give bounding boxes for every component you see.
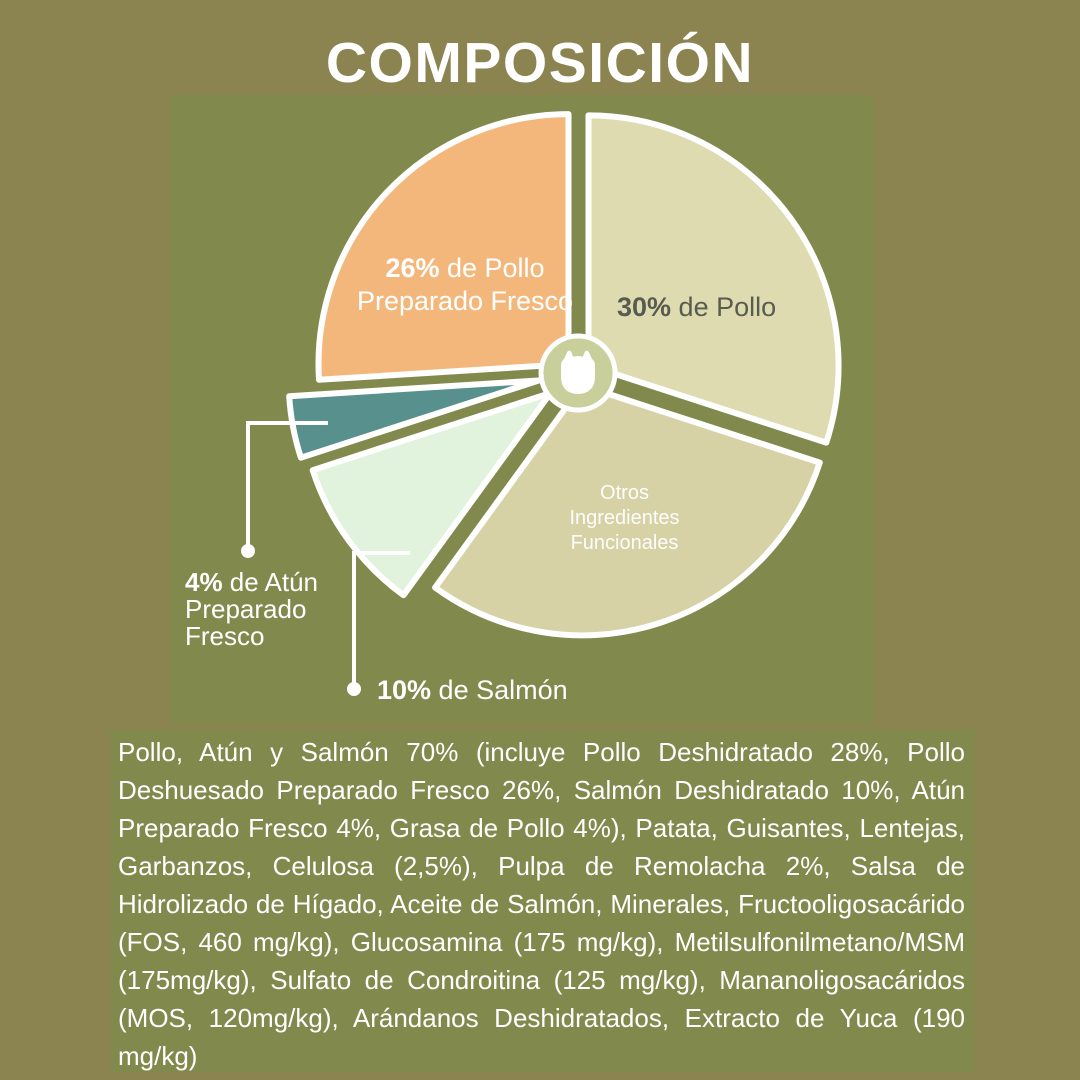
slice-label-line: Fresco: [185, 621, 265, 651]
pie-slice-otros: [432, 382, 823, 639]
slice-label-line: Ingredientes: [569, 507, 680, 529]
callout-leader-lines: [246, 421, 410, 689]
pct-value: 4%: [185, 567, 223, 597]
slice-label-line: 4% de Atún: [185, 569, 318, 596]
pct-caption: de Atún: [222, 567, 318, 597]
pie-slice-pollo-fresco: [315, 111, 572, 383]
slice-label-pollo-fresco: 26% de Pollo Preparado Fresco: [290, 252, 640, 318]
slice-label-line: Preparado Fresco: [356, 286, 574, 316]
pct-caption: de Pollo: [439, 253, 545, 283]
slice-label-line: Funcionales: [570, 532, 679, 554]
slice-label-line: Preparado: [185, 594, 307, 624]
salmon-leader-line: [352, 551, 410, 689]
pie-slice-salmon: [309, 390, 554, 599]
callout-label-atun: 4% de Atún Preparado Fresco: [185, 569, 318, 650]
pie-slices: [286, 111, 842, 639]
pct-value: 26%: [385, 253, 440, 283]
slice-label-otros: Otros Ingredientes Funcionales: [472, 481, 777, 556]
pie-slice-atun: [286, 377, 542, 461]
atun-leader-dot: [241, 544, 255, 558]
page-title: COMPOSICIÓN: [325, 31, 755, 95]
pct-value: 30%: [617, 292, 672, 322]
cat-icon: [561, 350, 595, 394]
composition-paragraph: Pollo, Atún y Salmón 70% (incluye Pollo …: [118, 737, 965, 1071]
composition-text-panel: Pollo, Atún y Salmón 70% (incluye Pollo …: [110, 729, 975, 1072]
atun-leader-line: [246, 421, 328, 551]
pie-slice-pollo: [585, 112, 842, 446]
pct-value: 10%: [377, 675, 432, 705]
slice-label-line: Otros: [600, 482, 649, 504]
pct-caption: de Salmón: [431, 675, 568, 705]
slice-label-pollo: 30% de Pollo: [617, 292, 776, 323]
callout-label-salmon: 10% de Salmón: [377, 675, 568, 706]
salmon-leader-dot: [347, 682, 361, 696]
slice-label-line: 26% de Pollo: [290, 252, 640, 285]
pct-caption: de Pollo: [671, 292, 777, 322]
